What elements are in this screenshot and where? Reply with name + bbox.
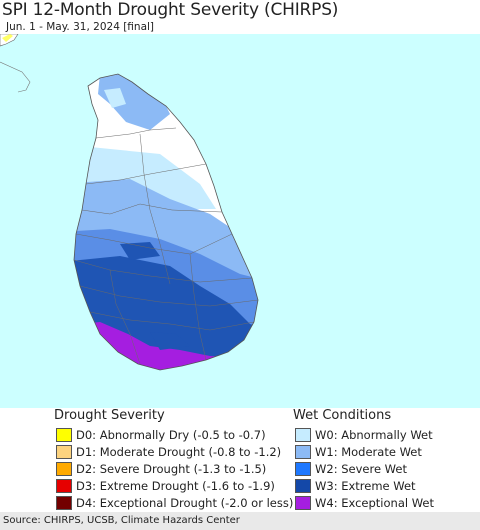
drought-legend-label: D0: Abnormally Dry (-0.5 to -0.7) bbox=[76, 428, 266, 442]
wet-swatch-w1 bbox=[295, 445, 311, 459]
drought-map bbox=[0, 34, 480, 408]
wet-swatch-w0 bbox=[295, 428, 311, 442]
mannar-coast bbox=[0, 61, 31, 93]
wet-legend-label: W4: Exceptional Wet bbox=[315, 496, 434, 510]
drought-legend-label: D4: Exceptional Drought (-2.0 or less) bbox=[76, 496, 294, 510]
drought-swatch-d3 bbox=[56, 479, 72, 493]
drought-legend-label: D1: Moderate Drought (-0.8 to -1.2) bbox=[76, 445, 282, 459]
wet-legend-item-w0: W0: Abnormally Wet bbox=[295, 427, 433, 443]
wet-legend-label: W2: Severe Wet bbox=[315, 462, 407, 476]
district-boundaries bbox=[74, 127, 258, 365]
wet-swatch-w2 bbox=[295, 462, 311, 476]
wet-legend-item-w3: W3: Extreme Wet bbox=[295, 478, 416, 494]
wet-legend-item-w2: W2: Severe Wet bbox=[295, 461, 407, 477]
drought-legend-item-d2: D2: Severe Drought (-1.3 to -1.5) bbox=[56, 461, 266, 477]
wet-legend-item-w1: W1: Moderate Wet bbox=[295, 444, 422, 460]
wet-swatch-w4 bbox=[295, 496, 311, 510]
map-title: SPI 12-Month Drought Severity (CHIRPS) bbox=[2, 0, 339, 20]
legend: Drought Severity Wet Conditions D0: Abno… bbox=[0, 408, 480, 512]
drought-legend-title: Drought Severity bbox=[54, 408, 165, 423]
wet-legend-item-w4: W4: Exceptional Wet bbox=[295, 495, 434, 511]
drought-legend-label: D2: Severe Drought (-1.3 to -1.5) bbox=[76, 462, 267, 476]
wet-legend-label: W3: Extreme Wet bbox=[315, 479, 416, 493]
wet-legend-title: Wet Conditions bbox=[293, 408, 392, 423]
drought-swatch-d0 bbox=[56, 428, 72, 442]
drought-swatch-d2 bbox=[56, 462, 72, 476]
wet-legend-label: W1: Moderate Wet bbox=[315, 445, 422, 459]
drought-legend-item-d3: D3: Extreme Drought (-1.6 to -1.9) bbox=[56, 478, 275, 494]
wet-legend-label: W0: Abnormally Wet bbox=[315, 428, 433, 442]
drought-swatch-d4 bbox=[56, 496, 72, 510]
drought-legend-item-d4: D4: Exceptional Drought (-2.0 or less) bbox=[56, 495, 293, 511]
drought-legend-item-d1: D1: Moderate Drought (-0.8 to -1.2) bbox=[56, 444, 281, 460]
wet-swatch-w3 bbox=[295, 479, 311, 493]
island-outline bbox=[73, 73, 259, 371]
island-fill bbox=[74, 74, 258, 370]
source-footer: Source: CHIRPS, UCSB, Climate Hazards Ce… bbox=[0, 512, 480, 530]
ocean bbox=[0, 34, 480, 408]
drought-swatch-d1 bbox=[56, 445, 72, 459]
map-subtitle: Jun. 1 - May. 31, 2024 [final] bbox=[6, 21, 155, 33]
d0-patch bbox=[2, 34, 13, 42]
drought-legend-label: D3: Extreme Drought (-1.6 to -1.9) bbox=[76, 479, 275, 493]
drought-legend-item-d0: D0: Abnormally Dry (-0.5 to -0.7) bbox=[56, 427, 266, 443]
